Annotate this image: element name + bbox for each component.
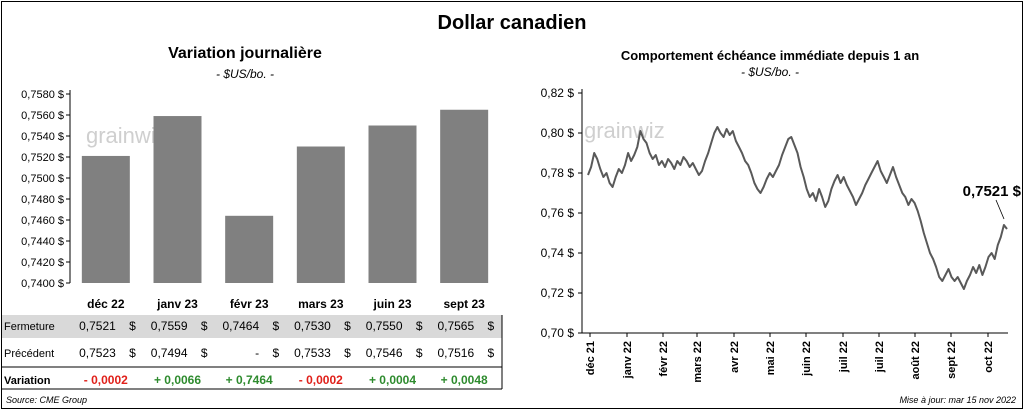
bar-y-tick-label: 0,7580 $	[21, 89, 64, 101]
line-chart-subtitle: - $US/bo. -	[740, 65, 800, 79]
line-y-tick-label: 0,70 $	[541, 326, 575, 340]
table-cell-unit: $	[344, 346, 351, 360]
bar-y-tick-label: 0,7440 $	[21, 236, 64, 248]
table-row-label: Variation	[4, 375, 51, 387]
source-note: Source: CME Group	[6, 395, 88, 405]
table-cell-unit: $	[487, 319, 494, 333]
table-row-label: Fermeture	[4, 321, 55, 333]
table-cell: 0,7494	[151, 346, 188, 360]
line-x-tick-label: mai 22	[765, 341, 777, 375]
bar-y-tick-label: 0,7420 $	[21, 257, 64, 269]
line-x-tick-label: juil 22	[874, 341, 886, 373]
bar-y-tick-label: 0,7540 $	[21, 131, 64, 143]
watermark-left: grainwiz	[86, 123, 167, 148]
bar-chart-title: Variation journalière	[168, 45, 322, 62]
table-cell: 0,7546	[366, 346, 403, 360]
line-x-tick-label: févr 22	[658, 341, 670, 376]
line-x-tick-label: oct 22	[983, 341, 995, 373]
bar-chart-subtitle: - $US/bo. -	[215, 67, 275, 81]
table-row-label: Précédent	[4, 348, 54, 360]
line-x-tick-label: mars 22	[692, 341, 704, 383]
bar-x-label: sept 23	[443, 297, 485, 311]
table-variation: + 0,7464	[226, 373, 273, 387]
table-cell: 0,7464	[222, 319, 259, 333]
table-cell-unit: $	[487, 346, 494, 360]
table-cell-unit: $	[272, 346, 279, 360]
line-y-tick-label: 0,78 $	[541, 166, 575, 180]
table-cell: 0,7550	[366, 319, 403, 333]
bar-3	[296, 146, 345, 283]
watermark-right: grainwiz	[584, 118, 665, 143]
table-cell-unit: $	[201, 346, 208, 360]
bar-x-label: juin 23	[372, 297, 411, 311]
last-value-leader	[995, 199, 1005, 220]
table-cell: 0,7533	[294, 346, 331, 360]
bar-2	[225, 215, 274, 283]
line-x-tick-label: déc 21	[585, 341, 597, 375]
table-cell: 0,7516	[437, 346, 474, 360]
line-x-tick-label: août 22	[910, 341, 922, 380]
table-cell-unit: $	[272, 319, 279, 333]
table-cell-unit: $	[344, 319, 351, 333]
bar-1	[153, 116, 202, 283]
bar-5	[440, 109, 489, 283]
line-y-tick-label: 0,82 $	[541, 86, 575, 100]
table-cell: 0,7559	[151, 319, 188, 333]
page-title: Dollar canadien	[437, 12, 587, 34]
table-variation: - 0,0002	[299, 373, 343, 387]
bar-x-label: janv 23	[156, 297, 198, 311]
bar-y-tick-label: 0,7460 $	[21, 215, 64, 227]
line-series	[587, 126, 1008, 290]
bar-4	[368, 125, 417, 283]
table-cell: -	[255, 346, 259, 360]
line-y-tick-label: 0,80 $	[541, 126, 575, 140]
line-x-tick-label: juil 22	[838, 341, 850, 373]
table-cell-unit: $	[416, 346, 423, 360]
bar-y-tick-label: 0,7500 $	[21, 173, 64, 185]
line-x-tick-label: avr 22	[729, 341, 741, 373]
line-y-tick-label: 0,76 $	[541, 206, 575, 220]
table-cell: 0,7530	[294, 319, 331, 333]
bar-x-label: mars 23	[298, 297, 344, 311]
line-chart-title: Comportement échéance immédiate depuis 1…	[620, 48, 920, 63]
update-note: Mise à jour: mar 15 nov 2022	[899, 395, 1016, 405]
table-variation: - 0,0002	[84, 373, 128, 387]
table-cell-unit: $	[201, 319, 208, 333]
line-y-tick-label: 0,74 $	[541, 246, 575, 260]
table-variation: + 0,0066	[154, 373, 201, 387]
bar-y-tick-label: 0,7480 $	[21, 194, 64, 206]
last-value-label: 0,7521 $	[963, 183, 1022, 200]
bar-y-tick-label: 0,7400 $	[21, 278, 64, 290]
line-x-tick-label: juin 22	[801, 341, 813, 377]
table-row-shade	[2, 315, 502, 338]
line-x-tick-label: sept 22	[946, 341, 958, 379]
table-cell: 0,7565	[437, 319, 474, 333]
bar-0	[81, 155, 130, 283]
table-cell: 0,7523	[79, 346, 116, 360]
table-variation: + 0,0048	[441, 373, 488, 387]
table-cell-unit: $	[129, 346, 136, 360]
table-cell-unit: $	[416, 319, 423, 333]
bar-y-tick-label: 0,7560 $	[21, 110, 64, 122]
line-y-tick-label: 0,72 $	[541, 286, 575, 300]
bar-x-label: déc 22	[87, 297, 125, 311]
line-x-tick-label: janv 22	[622, 341, 634, 379]
bar-x-label: févr 23	[230, 297, 269, 311]
table-cell-unit: $	[129, 319, 136, 333]
bar-y-tick-label: 0,7520 $	[21, 152, 64, 164]
table-variation: + 0,0004	[369, 373, 416, 387]
table-cell: 0,7521	[79, 319, 116, 333]
